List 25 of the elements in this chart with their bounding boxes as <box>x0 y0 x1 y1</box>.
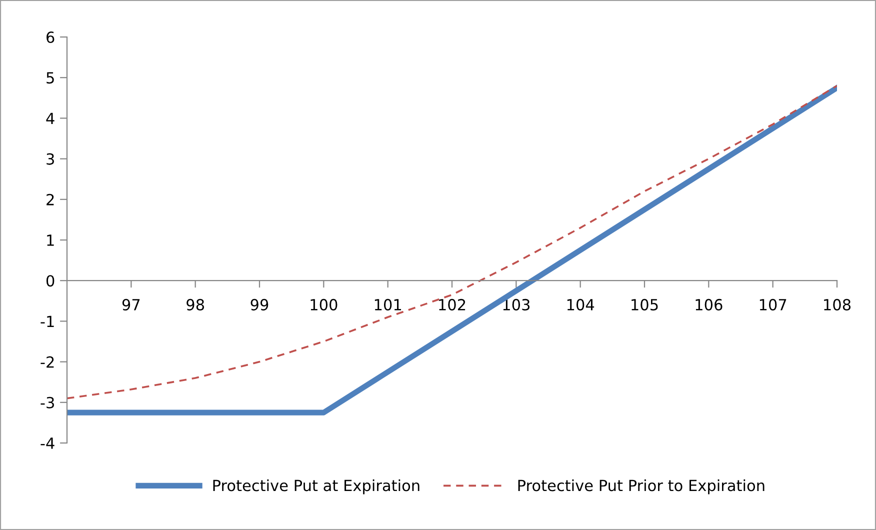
x-tick-label: 100 <box>310 298 338 310</box>
x-tick-label: 108 <box>824 298 851 310</box>
x-tick-label: 101 <box>374 298 402 310</box>
y-tick-label: -2 <box>40 356 54 368</box>
x-tick-label: 104 <box>567 298 594 310</box>
y-tick-label: 3 <box>46 153 54 165</box>
x-tick-label: 99 <box>250 298 268 310</box>
legend-label: Protective Put at Expiration <box>213 479 420 494</box>
y-tick-label: 4 <box>46 112 54 124</box>
x-tick-label: 105 <box>632 298 658 310</box>
y-tick-label: -1 <box>40 316 54 328</box>
x-tick-label: 107 <box>760 298 786 310</box>
x-tick-label: 103 <box>503 298 530 310</box>
legend-label: Protective Put Prior to Expiration <box>518 479 764 494</box>
x-tick-label: 98 <box>186 298 204 310</box>
y-tick-label: 5 <box>46 72 54 84</box>
y-tick-label: 0 <box>46 275 54 287</box>
y-tick-label: 6 <box>46 31 54 44</box>
y-tick-label: -4 <box>40 438 54 449</box>
x-tick-label: 102 <box>439 298 466 310</box>
x-tick-label: 106 <box>696 298 722 310</box>
x-tick-label: 97 <box>122 298 140 310</box>
y-tick-label: 1 <box>47 234 54 246</box>
y-tick-label: 2 <box>46 194 54 206</box>
y-tick-label: -3 <box>40 396 54 408</box>
